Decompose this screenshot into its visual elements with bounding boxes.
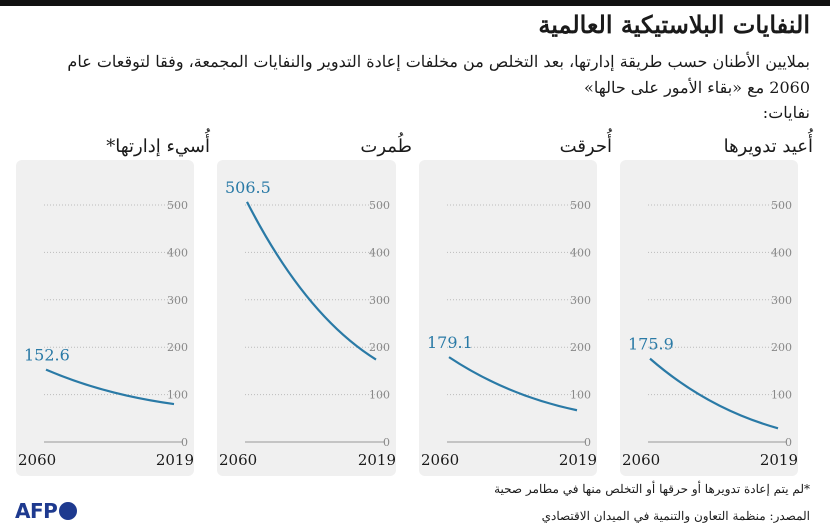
y-tick-label: 400 <box>369 246 390 259</box>
y-tick-label: 100 <box>771 389 792 402</box>
panel-background <box>620 160 798 476</box>
panel-title-mismanaged: أُسيء إدارتها* <box>106 136 210 157</box>
x-tick-label: 2019 <box>559 451 597 469</box>
data-label: 506.5 <box>225 178 271 197</box>
y-tick-label: 300 <box>369 294 390 307</box>
series-line <box>45 368 175 406</box>
x-tick-label: 2060 <box>622 451 660 469</box>
x-tick-label: 2019 <box>760 451 798 469</box>
legend-label: نفايات: <box>762 103 810 122</box>
y-tick-label: 500 <box>167 199 188 212</box>
y-tick-label: 100 <box>167 389 188 402</box>
y-tick-label: 200 <box>570 341 591 354</box>
y-tick-label: 300 <box>771 294 792 307</box>
x-tick-label: 2060 <box>219 451 257 469</box>
panel-title-incinerated: أُحرقت <box>559 136 612 157</box>
series-line <box>246 201 377 361</box>
logo-dot-icon <box>59 502 78 520</box>
data-label: 175.9 <box>628 335 674 354</box>
source-note: المصدر: منظمة التعاون والتنمية في الميدا… <box>541 509 810 523</box>
y-tick-label: 500 <box>369 199 390 212</box>
data-label: 179.1 <box>427 333 473 352</box>
series-line <box>649 357 779 430</box>
panel-background <box>419 160 597 476</box>
y-tick-label: 400 <box>570 246 591 259</box>
chart-title: النفايات البلاستيكية العالمية <box>538 10 810 39</box>
y-tick-label: 400 <box>167 246 188 259</box>
y-tick-label: 0 <box>181 436 188 449</box>
panel-title-recycled: أُعيد تدويرها <box>723 136 813 157</box>
y-tick-label: 100 <box>570 389 591 402</box>
panel-background <box>16 160 194 476</box>
y-tick-label: 300 <box>167 294 188 307</box>
x-tick-label: 2019 <box>358 451 396 469</box>
y-tick-label: 200 <box>369 341 390 354</box>
data-label: 152.6 <box>24 346 70 365</box>
logo-text: AFP <box>15 499 58 523</box>
chart-subtitle: بملايين الأطنان حسب طريقة إدارتها، بعد ا… <box>67 52 810 97</box>
y-tick-label: 0 <box>584 436 591 449</box>
y-tick-label: 100 <box>369 389 390 402</box>
y-tick-label: 0 <box>383 436 390 449</box>
y-tick-label: 400 <box>771 246 792 259</box>
x-tick-label: 2060 <box>421 451 459 469</box>
y-tick-label: 500 <box>570 199 591 212</box>
y-tick-label: 200 <box>167 341 188 354</box>
footnote: *لم يتم إعادة تدويرها أو حرقها أو التخلص… <box>494 482 810 496</box>
y-tick-label: 500 <box>771 199 792 212</box>
x-tick-label: 2060 <box>18 451 56 469</box>
x-tick-label: 2019 <box>156 451 194 469</box>
panel-background <box>217 160 396 476</box>
y-tick-label: 300 <box>570 294 591 307</box>
series-line <box>448 356 578 412</box>
panel-title-landfilled: طُمرت <box>360 136 412 157</box>
top-bar <box>0 0 830 6</box>
afp-logo: AFP <box>15 499 78 523</box>
y-tick-label: 200 <box>771 341 792 354</box>
y-tick-label: 0 <box>785 436 792 449</box>
